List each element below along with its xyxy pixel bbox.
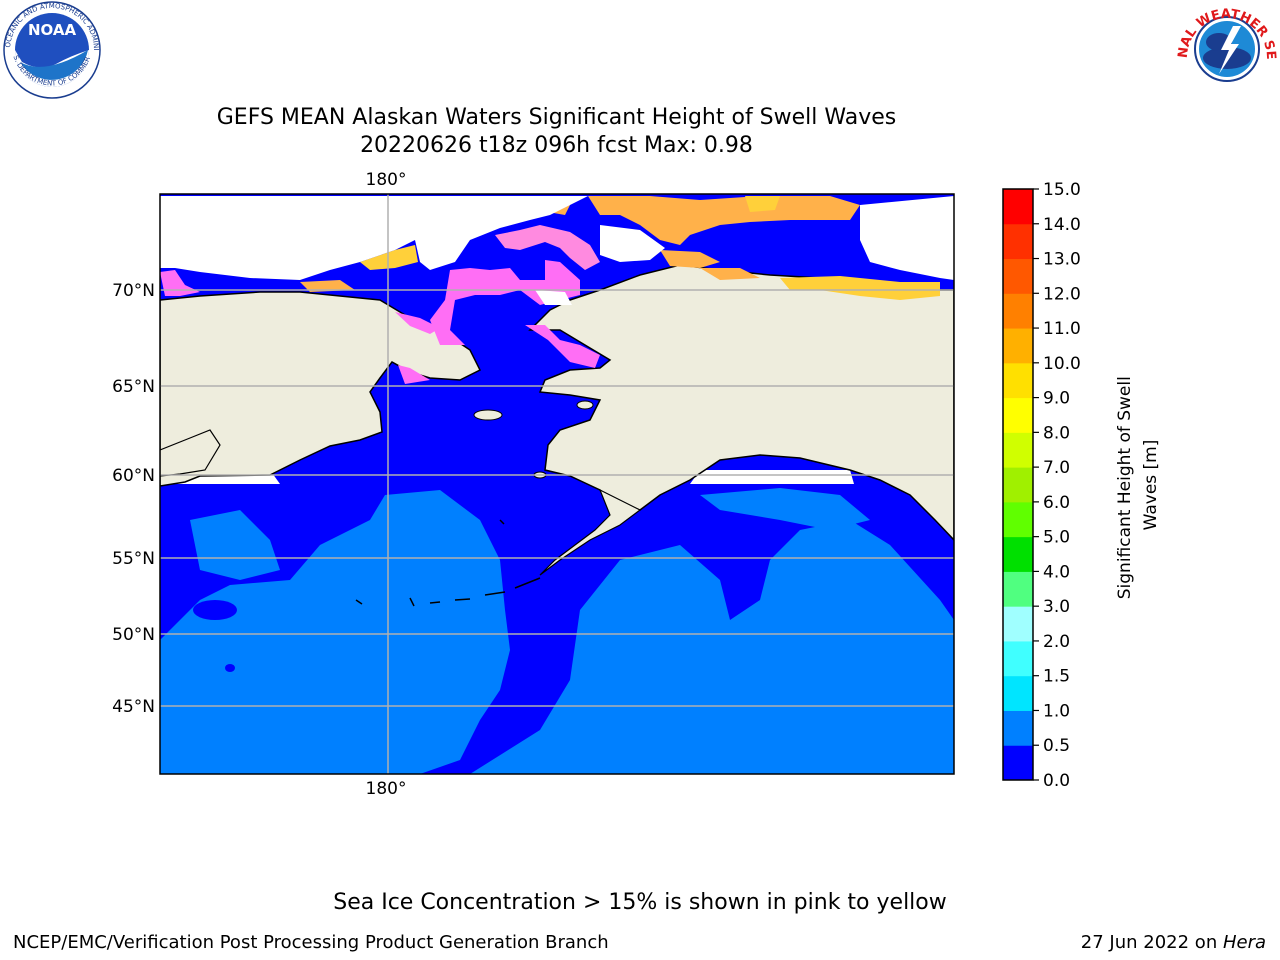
colorbar-swatch [1003, 640, 1033, 677]
colorbar-tick-label: 5.0 [1043, 528, 1070, 548]
colorbar-tick-label: 10.0 [1043, 354, 1081, 374]
colorbar: 0.0 0.5 1.0 1.5 2.0 3.0 4.0 5.0 6.0 7.0 8.0 9.0 10.0… [1002, 180, 1161, 791]
no-data-region-north [160, 196, 954, 305]
footer-credit: NCEP/EMC/Verification Post Processing Pr… [13, 932, 609, 953]
colorbar-tick-label: 11.0 [1043, 319, 1081, 339]
colorbar-swatch [1003, 745, 1033, 781]
colorbar-tick-label: 1.5 [1043, 667, 1070, 687]
colorbar-swatch [1003, 258, 1033, 294]
colorbar-swatch [1003, 293, 1033, 329]
land-islands [473, 400, 594, 479]
lat-label: 45°N [112, 697, 155, 717]
colorbar-swatch [1003, 571, 1033, 607]
lat-label: 50°N [112, 625, 155, 645]
colorbar-tick-label: 4.0 [1043, 562, 1070, 582]
colorbar-tick-label: 1.0 [1043, 701, 1070, 721]
water-low-swell-patch [193, 600, 890, 740]
map: 180° 180° 70°N 65°N 60°N 55°N 50°N 45°N [112, 170, 955, 799]
colorbar-tick-label: 0.0 [1043, 771, 1070, 791]
colorbar-swatch [1003, 189, 1033, 225]
colorbar-swatch [1003, 501, 1033, 538]
colorbar-tick-label: 3.0 [1043, 597, 1070, 617]
colorbar-tick-label: 9.0 [1043, 389, 1070, 409]
colorbar-tick-label: 14.0 [1043, 215, 1081, 235]
colorbar-swatch [1003, 710, 1033, 746]
lat-label: 65°N [112, 377, 155, 397]
lon-label-bottom: 180° [366, 779, 407, 799]
footer-date: 27 Jun 2022 on Hera [1081, 932, 1266, 953]
footer-machine: Hera [1222, 932, 1266, 953]
lat-label: 60°N [112, 466, 155, 486]
colorbar-tick-label: 6.0 [1043, 493, 1070, 513]
colorbar-tick-label: 8.0 [1043, 423, 1070, 443]
chart-subtitle: 20220626 t18z 096h fcst Max: 0.98 [360, 133, 753, 158]
graticule [160, 194, 954, 774]
colorbar-swatch [1003, 362, 1033, 399]
colorbar-swatch [1003, 606, 1033, 642]
colorbar-swatch [1003, 397, 1033, 433]
chart-title: GEFS MEAN Alaskan Waters Significant Hei… [216, 105, 897, 130]
colorbar-swatch [1003, 432, 1033, 468]
lon-label-top: 180° [366, 170, 407, 190]
lat-label: 70°N [112, 281, 155, 301]
colorbar-tick-label: 0.5 [1043, 736, 1070, 756]
sea-ice-note: Sea Ice Concentration > 15% is shown in … [333, 890, 947, 915]
colorbar-frame [1002, 188, 1034, 781]
noaa-logo-text: NOAA [28, 21, 77, 39]
footer-date-text: 27 Jun 2022 on [1080, 932, 1223, 953]
colorbar-label: Significant Height of Swell Waves [m] [1115, 371, 1161, 600]
colorbar-swatch [1003, 328, 1033, 364]
colorbar-swatch [1003, 536, 1033, 572]
colorbar-tick-label: 13.0 [1043, 250, 1081, 270]
map-frame [159, 193, 955, 775]
colorbar-tick-label: 12.0 [1043, 284, 1081, 304]
colorbar-tick-label: 2.0 [1043, 632, 1070, 652]
colorbar-swatch [1003, 467, 1033, 503]
noaa-logo: NOAA NATIONAL OCEANIC AND ATMOSPHERIC AD… [0, 0, 101, 99]
lat-label: 55°N [112, 549, 155, 569]
nws-logo: NATIONAL WEATHER SERVICE [1175, 0, 1278, 95]
colorbar-swatch [1003, 223, 1033, 260]
colorbar-tick-label: 15.0 [1043, 180, 1081, 200]
colorbar-tick-label: 7.0 [1043, 458, 1070, 478]
aleutian-islands [355, 519, 541, 607]
sea-ice [160, 196, 940, 384]
colorbar-swatch [1003, 675, 1033, 711]
